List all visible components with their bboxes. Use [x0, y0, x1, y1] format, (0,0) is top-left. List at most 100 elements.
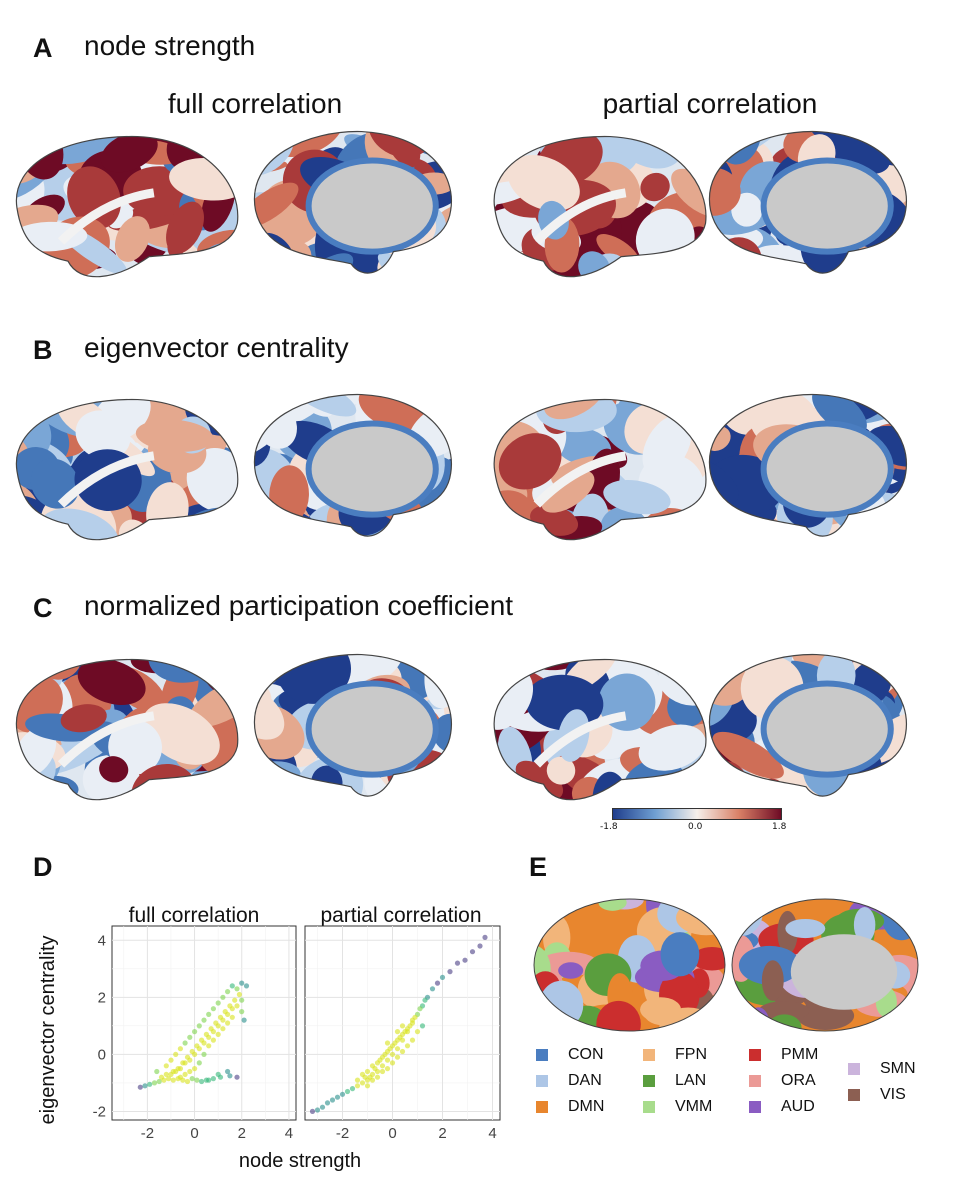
scatter-point [324, 1100, 331, 1106]
scatter-point [392, 1040, 398, 1046]
panel-letter-a: A [33, 33, 53, 63]
scatter-point [374, 1074, 381, 1080]
scatter-point [362, 1074, 368, 1080]
scatter-point [394, 1046, 401, 1052]
scatter-point [367, 1074, 373, 1080]
legend-swatch [848, 1063, 860, 1075]
y-tick-label: 0 [98, 1046, 106, 1063]
brain-full-medial-1 [253, 393, 453, 537]
scatter-point [189, 1076, 195, 1082]
scatter-point [394, 1029, 401, 1035]
x-tick-label: 4 [488, 1125, 496, 1142]
scatter-point [429, 986, 436, 992]
panel-letter-e: E [529, 852, 548, 882]
legend-label: SMN [880, 1060, 916, 1077]
scatter-point [201, 1017, 207, 1023]
legend-item-smn: SMN [848, 1060, 916, 1078]
legend-label: DAN [568, 1072, 602, 1089]
legend-item-pmm: PMM [749, 1046, 818, 1064]
scatter-point [208, 1026, 214, 1032]
y-tick-label: 4 [98, 932, 106, 949]
scatter-point [232, 997, 238, 1003]
brain-partial-medial-2 [708, 653, 908, 797]
scatter-point [404, 1043, 411, 1049]
brain-partial-medial-0 [708, 130, 908, 274]
scatter-point [192, 1029, 198, 1035]
scatter-point [379, 1063, 386, 1069]
plot-area [304, 925, 501, 1121]
scatter-point [225, 989, 231, 995]
brain-full-medial-2 [253, 653, 453, 797]
legend-swatch [643, 1101, 655, 1113]
legend-label: VMM [675, 1098, 713, 1115]
brain-partial-lateral-2 [493, 658, 707, 801]
scatter-point [175, 1066, 181, 1072]
scatter-point [329, 1097, 336, 1103]
x-axis-title: node strength [239, 1150, 361, 1172]
legend-item-dmn: DMN [536, 1098, 604, 1116]
legend-swatch [643, 1075, 655, 1087]
legend-item-fpn: FPN [643, 1046, 707, 1064]
scatter-point [477, 943, 483, 949]
scatter-point [229, 983, 235, 989]
scatter-point [239, 997, 245, 1003]
x-tick-label: 4 [285, 1125, 293, 1142]
scatter-point [177, 1074, 183, 1080]
legend-swatch [848, 1089, 860, 1101]
scatter-point [309, 1108, 316, 1114]
scatter-point [236, 991, 242, 998]
scatter-point [314, 1107, 321, 1113]
panel-letter-d: D [33, 852, 53, 882]
scatter-point [344, 1088, 351, 1095]
scatter-point [201, 1051, 207, 1057]
scatter-point [170, 1068, 176, 1075]
scatter-point [215, 1071, 221, 1077]
legend-label: VIS [880, 1086, 906, 1103]
brain-partial-medial-1 [708, 393, 908, 537]
atlas-lateral [533, 898, 726, 1032]
panel-letter-b: B [33, 335, 53, 365]
facet-title-full: full correlation [128, 904, 260, 927]
panel-title-c: normalized participation coefficient [84, 590, 514, 621]
x-tick-label: 0 [190, 1125, 198, 1142]
scatter-point [387, 1046, 393, 1052]
legend-item-aud: AUD [749, 1098, 815, 1116]
scatter-point [384, 1066, 391, 1072]
scatter-point [414, 1029, 421, 1035]
scatter-point [184, 1078, 191, 1085]
scatter-point [227, 1073, 233, 1079]
brain-full-lateral-0 [15, 135, 239, 278]
legend-label: FPN [675, 1046, 707, 1063]
scatter-point [229, 1014, 235, 1020]
scatter-point [156, 1078, 162, 1085]
brain-partial-lateral-1 [493, 398, 707, 541]
legend-label: CON [568, 1046, 604, 1063]
scatter-point [173, 1051, 179, 1057]
scatter-point [377, 1057, 383, 1063]
scatter-point [234, 1074, 240, 1080]
scatter-point [234, 1003, 240, 1009]
legend-item-vmm: VMM [643, 1098, 712, 1116]
scatter-point [203, 1031, 209, 1037]
scatter-point [349, 1086, 356, 1092]
legend-item-lan: LAN [643, 1072, 706, 1090]
legend-swatch [536, 1049, 548, 1061]
scatter-point [469, 949, 476, 955]
scatter-point [187, 1068, 193, 1075]
scatter-point [334, 1094, 341, 1100]
scatter-point [220, 994, 226, 1000]
colorbar-max-label: 1.8 [772, 822, 787, 832]
scatter-point [215, 1031, 221, 1037]
y-tick-label: 2 [98, 989, 106, 1006]
colorbar [612, 808, 782, 820]
panel-letter-c: C [33, 593, 53, 623]
scatter-point [419, 1023, 426, 1029]
scatter-point [213, 1020, 219, 1026]
legend-label: LAN [675, 1072, 707, 1089]
scatter-point [147, 1081, 153, 1087]
scatter-point [196, 1023, 202, 1029]
scatter-point [225, 1020, 231, 1026]
scatter-point [225, 1068, 231, 1075]
scatter-point [189, 1048, 195, 1055]
legend-item-dan: DAN [536, 1072, 602, 1090]
